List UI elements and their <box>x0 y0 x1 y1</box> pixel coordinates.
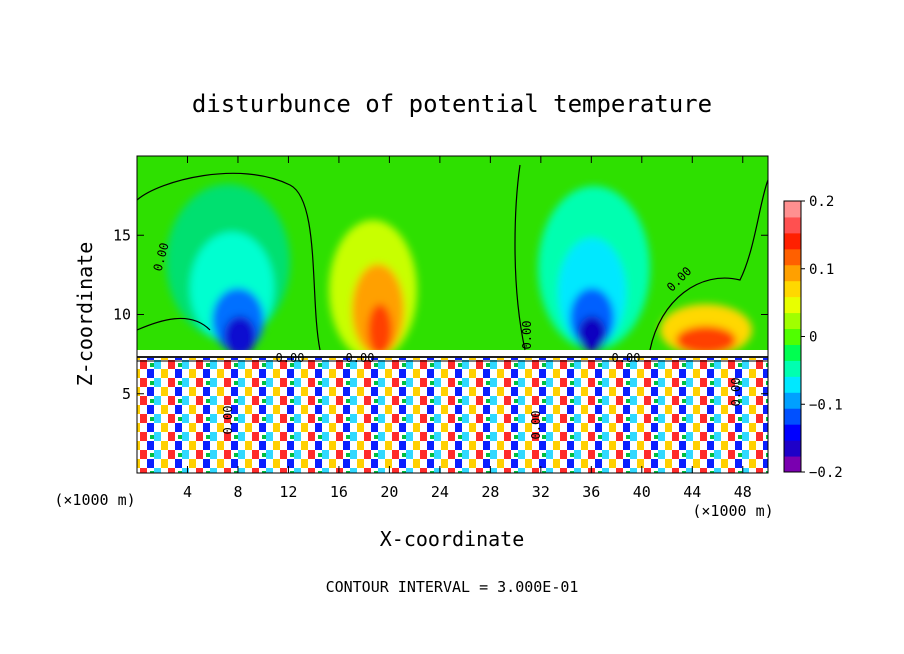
x-unit-right: (×1000 m) <box>692 502 773 520</box>
colorbar-swatch <box>784 376 801 393</box>
colorbar-swatch <box>784 440 801 457</box>
colorbar-swatch <box>784 296 801 314</box>
x-axis-ticks: 4 8 12 16 20 24 28 32 36 40 44 48 <box>183 156 752 501</box>
colorbar-tick-label: 0.1 <box>809 262 834 278</box>
x-tick-label: 4 <box>183 483 192 501</box>
contour-interval-note: CONTOUR INTERVAL = 3.000E-01 <box>326 578 579 596</box>
x-tick-label: 44 <box>683 483 701 501</box>
x-tick-label: 8 <box>233 483 242 501</box>
x-tick-label: 32 <box>532 483 550 501</box>
contour-label: 0.00 <box>221 406 235 435</box>
x-tick-label: 28 <box>481 483 499 501</box>
colorbar-swatch <box>784 216 801 234</box>
colorbar-swatch <box>784 456 801 473</box>
colorbar-tick-label: 0 <box>809 330 817 346</box>
x-tick-label: 36 <box>582 483 600 501</box>
contour-label: 0.00 <box>346 351 375 365</box>
contour-label: 0.00 <box>276 351 305 365</box>
colorbar-swatch <box>784 248 801 266</box>
contour-label: 0.00 <box>612 351 641 365</box>
y-tick-label: 15 <box>113 226 131 244</box>
colorbar-swatch <box>784 280 801 298</box>
contour-label: 0.00 <box>729 378 743 407</box>
colorbar-swatch <box>784 360 801 377</box>
chart-title: disturbunce of potential temperature <box>192 90 712 118</box>
colorbar <box>783 200 802 473</box>
colorbar-ticks: 0.2 0.1 0 −0.1 −0.2 <box>801 194 843 481</box>
colorbar-tick-label: −0.2 <box>809 465 843 481</box>
x-tick-label: 12 <box>279 483 297 501</box>
colorbar-tick-label: −0.1 <box>809 397 843 413</box>
x-unit-left: (×1000 m) <box>54 491 135 509</box>
plot-field: 0.000.000.000.00 0.000.00 0.000.000.00 <box>137 156 768 473</box>
contour-label: 0.00 <box>529 411 543 440</box>
colorbar-swatch <box>784 344 801 361</box>
colorbar-tick-label: 0.2 <box>809 194 834 210</box>
x-tick-label: 48 <box>734 483 752 501</box>
x-axis-label: X-coordinate <box>380 527 525 551</box>
x-tick-label: 40 <box>633 483 651 501</box>
y-axis-label: Z-coordinate <box>73 242 97 387</box>
colorbar-swatch <box>784 328 801 345</box>
colorbar-swatch <box>784 392 801 409</box>
colorbar-swatch <box>784 408 801 425</box>
colorbar-swatch <box>784 232 801 250</box>
y-tick-label: 10 <box>113 306 131 324</box>
contour-label: 0.00 <box>520 321 534 350</box>
x-tick-label: 16 <box>330 483 348 501</box>
x-tick-label: 24 <box>431 483 449 501</box>
colorbar-swatch <box>784 424 801 441</box>
colorbar-swatch <box>784 312 801 330</box>
colorbar-swatch <box>784 201 801 218</box>
y-axis-ticks: 5 10 15 <box>113 226 768 403</box>
x-tick-label: 20 <box>380 483 398 501</box>
y-tick-label: 5 <box>122 385 131 403</box>
colorbar-swatch <box>784 264 801 282</box>
